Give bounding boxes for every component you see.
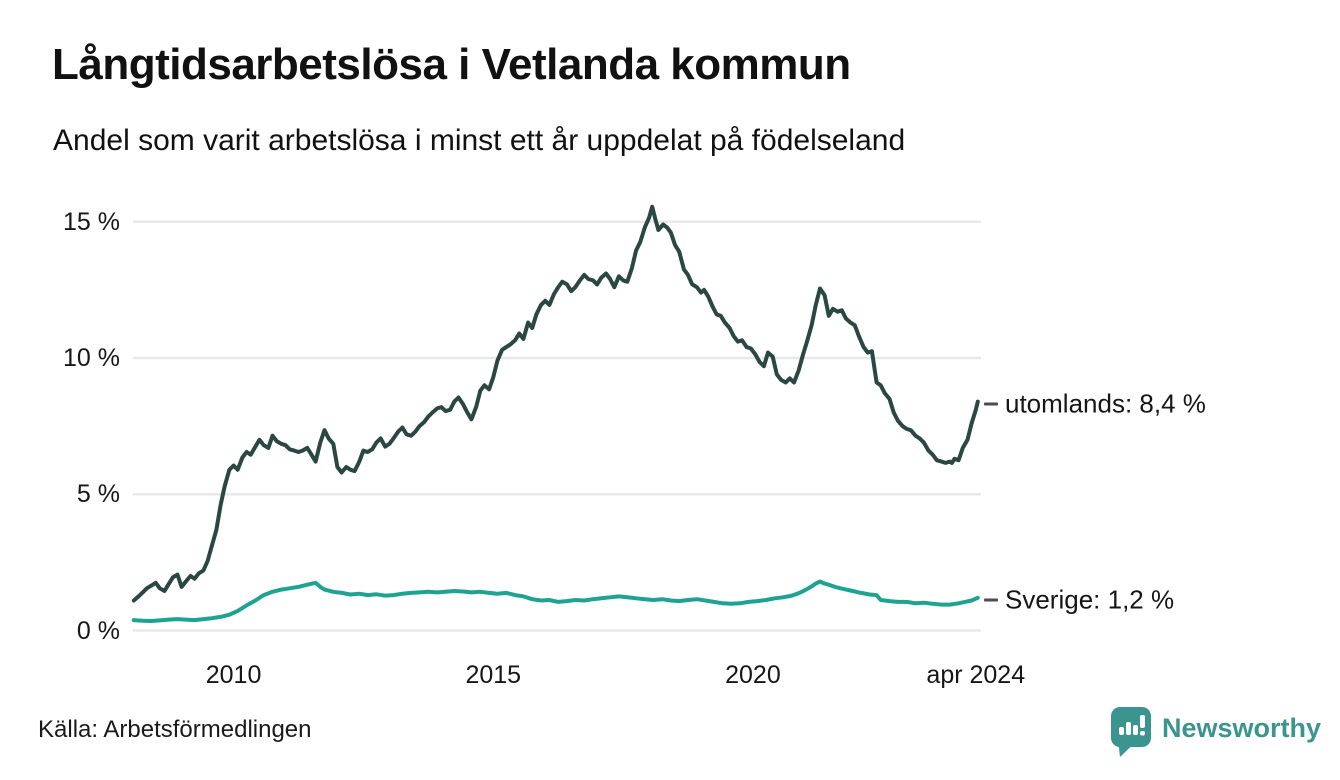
y-axis-tick-label: 0 % [76, 616, 120, 645]
label-connector-dash [984, 402, 998, 406]
x-axis-tick-label: 2015 [465, 661, 522, 689]
series-label-text: Sverige: 1,2 % [1005, 584, 1175, 615]
x-axis-tick-label: 2010 [205, 661, 262, 689]
brand-name: Newsworthy [1162, 713, 1322, 743]
series-label-utomlands: utomlands: 8,4 % [984, 388, 1206, 419]
series-line-utomlands [131, 204, 980, 603]
source-note: Källa: Arbetsförmedlingen [38, 716, 312, 743]
newsworthy-icon [1111, 707, 1151, 757]
y-axis-tick-label: 10 % [63, 344, 120, 372]
series-label-text: utomlands: 8,4 % [1005, 388, 1206, 419]
label-connector-dash [984, 598, 998, 602]
x-axis-tick-label: apr 2024 [926, 661, 1026, 689]
brand-logo: Newsworthy [1110, 706, 1321, 758]
page-subtitle: Andel som varit arbetslösa i minst ett å… [53, 124, 906, 157]
series-line-sverige [131, 579, 980, 623]
page-title: Långtidsarbetslösa i Vetlanda kommun [52, 40, 851, 89]
y-axis-tick-label: 15 % [63, 207, 120, 236]
x-axis-tick-label: 2020 [725, 661, 781, 689]
series-label-sverige: Sverige: 1,2 % [984, 584, 1174, 615]
y-axis-tick-label: 5 % [76, 480, 120, 509]
